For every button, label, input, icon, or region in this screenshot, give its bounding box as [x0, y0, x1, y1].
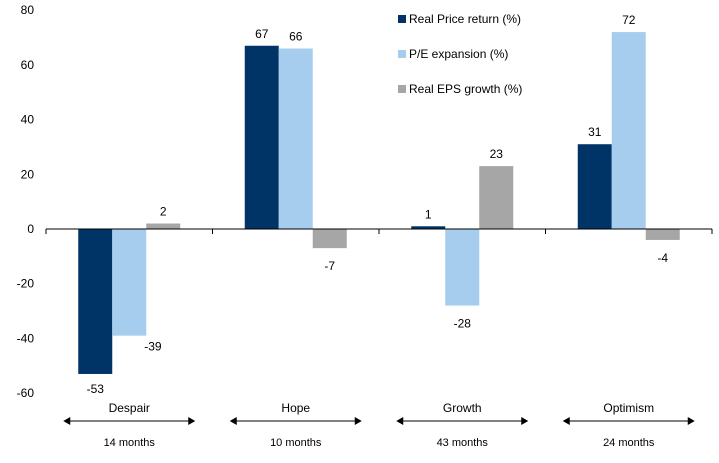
zero-axis-layer	[45, 228, 713, 234]
arrow-right-icon	[188, 417, 196, 425]
data-label: 2	[160, 205, 167, 219]
data-label: -4	[657, 251, 668, 265]
y-tick-label: 40	[21, 113, 35, 127]
phase-duration: 24 months	[603, 437, 655, 449]
arrow-left-icon	[396, 417, 404, 425]
arrow-right-icon	[354, 417, 362, 425]
data-label: 66	[289, 29, 303, 43]
category-label: Optimism	[603, 401, 654, 415]
bar	[312, 229, 347, 249]
legend-swatch	[398, 15, 406, 23]
category-axis: Despair 14 months Hope 10 months Growth 43 mo…	[63, 401, 695, 449]
bar	[611, 32, 646, 229]
bar	[411, 226, 446, 229]
legend-label: Real Price return (%)	[409, 12, 521, 26]
arrow-right-icon	[687, 417, 695, 425]
data-labels: -53 -39 2 67 66 -7 1 -28 23 31 72 -4	[87, 13, 669, 396]
data-label: 1	[425, 207, 432, 221]
bar	[445, 229, 480, 306]
y-tick-label: 0	[27, 222, 34, 236]
category-label: Hope	[281, 401, 310, 415]
arrow-left-icon	[229, 417, 237, 425]
phase-duration: 43 months	[437, 437, 489, 449]
bar	[78, 229, 113, 374]
legend-swatch	[398, 85, 406, 93]
y-tick-label: -40	[17, 331, 35, 345]
bar	[645, 229, 680, 240]
phase-duration: 10 months	[270, 437, 322, 449]
bar	[244, 45, 279, 229]
category-label: Growth	[443, 401, 482, 415]
arrow-right-icon	[521, 417, 529, 425]
data-label: 67	[255, 27, 269, 41]
bar	[479, 166, 514, 229]
data-label: 23	[490, 147, 504, 161]
y-tick-label: 20	[21, 167, 35, 181]
y-tick-label: -20	[17, 277, 35, 291]
data-label: -28	[454, 317, 472, 331]
data-label: -7	[324, 259, 335, 273]
legend-swatch	[398, 50, 406, 58]
category-label: Despair	[109, 401, 150, 415]
bar	[112, 229, 147, 336]
bar	[146, 223, 181, 229]
y-tick-label: 80	[21, 3, 35, 17]
legend: Real Price return (%) P/E expansion (%) Re…	[398, 12, 522, 96]
arrow-left-icon	[562, 417, 570, 425]
legend-label: Real EPS growth (%)	[409, 82, 522, 96]
legend-label: P/E expansion (%)	[409, 47, 508, 61]
phase-duration: 14 months	[104, 437, 156, 449]
y-tick-label: -60	[17, 386, 35, 400]
data-label: -39	[144, 340, 162, 354]
y-tick-label: 60	[21, 58, 35, 72]
bar	[278, 48, 313, 229]
data-label: 31	[588, 125, 602, 139]
bar	[577, 144, 612, 229]
arrow-left-icon	[63, 417, 71, 425]
y-axis: 80 60 40 20 0 -20 -40 -60	[17, 3, 35, 400]
bars	[78, 32, 680, 374]
data-label: 72	[622, 13, 636, 27]
data-label: -53	[87, 382, 105, 396]
